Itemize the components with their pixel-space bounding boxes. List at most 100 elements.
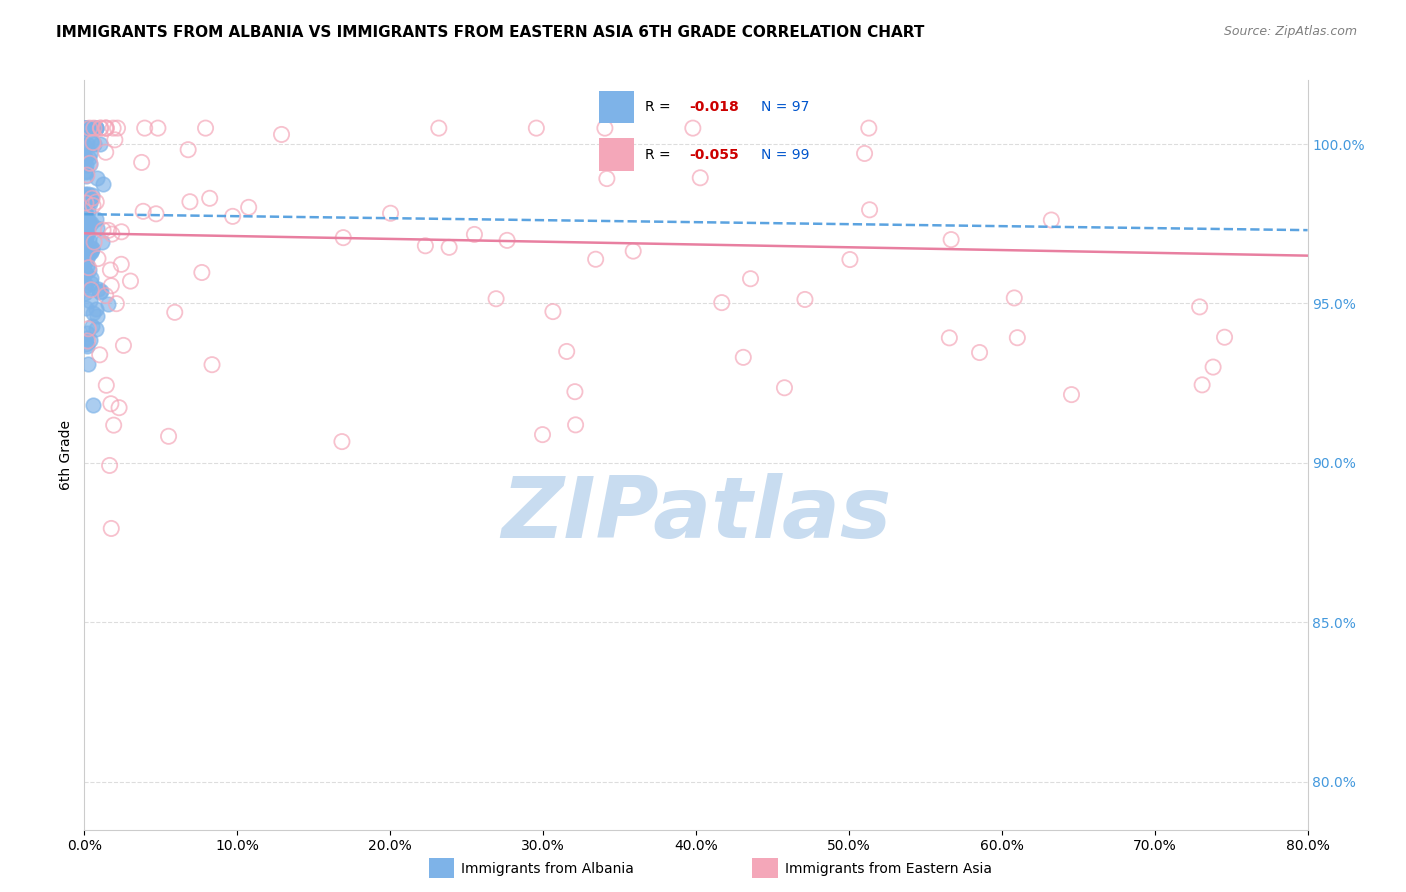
Point — [80, 192, 103, 206]
Point — [76, 326, 98, 340]
Text: R =: R = — [645, 101, 675, 114]
Point — [134, 121, 156, 136]
Point — [75, 266, 97, 280]
Point — [107, 121, 129, 136]
Point — [82, 121, 104, 136]
Point — [76, 193, 98, 207]
Point — [77, 214, 100, 228]
Point — [75, 208, 97, 222]
Point — [621, 244, 644, 259]
Point — [120, 274, 142, 288]
Text: N = 99: N = 99 — [761, 148, 808, 162]
Point — [108, 401, 131, 415]
Point — [75, 121, 97, 136]
Point — [75, 121, 97, 136]
Point — [238, 200, 260, 214]
Point — [76, 339, 98, 353]
Point — [73, 286, 96, 301]
Point — [79, 271, 101, 285]
Point — [270, 128, 292, 142]
Point — [145, 207, 167, 221]
Point — [82, 398, 104, 412]
Point — [76, 121, 98, 136]
Point — [77, 221, 100, 235]
Point — [415, 239, 437, 253]
Point — [75, 196, 97, 211]
Point — [79, 193, 101, 207]
Point — [838, 252, 860, 267]
Point — [437, 240, 460, 254]
Point — [75, 164, 97, 178]
Point — [77, 263, 100, 277]
Point — [100, 278, 122, 293]
Point — [79, 121, 101, 136]
Text: IMMIGRANTS FROM ALBANIA VS IMMIGRANTS FROM EASTERN ASIA 6TH GRADE CORRELATION CH: IMMIGRANTS FROM ALBANIA VS IMMIGRANTS FR… — [56, 25, 925, 40]
Point — [80, 187, 103, 202]
Point — [1007, 331, 1029, 345]
Point — [87, 252, 110, 266]
Point — [938, 331, 960, 345]
Point — [77, 234, 100, 248]
Text: -0.055: -0.055 — [689, 148, 740, 162]
Point — [858, 121, 880, 136]
Point — [75, 139, 97, 153]
Point — [77, 186, 100, 201]
Point — [79, 333, 101, 347]
Point — [90, 284, 112, 298]
Point — [427, 121, 450, 136]
Point — [73, 246, 96, 260]
Point — [76, 259, 98, 273]
Point — [97, 223, 120, 237]
Text: Source: ZipAtlas.com: Source: ZipAtlas.com — [1223, 25, 1357, 38]
Point — [86, 220, 108, 235]
Point — [131, 155, 153, 169]
Point — [91, 178, 114, 192]
Point — [380, 206, 402, 220]
Point — [531, 427, 554, 442]
Point — [91, 235, 114, 250]
Point — [83, 235, 105, 249]
Point — [96, 121, 118, 136]
Point — [103, 418, 125, 433]
Point — [332, 230, 354, 244]
Point — [79, 156, 101, 170]
Point — [98, 458, 121, 473]
Point — [89, 348, 111, 362]
Point — [80, 244, 103, 259]
Point — [110, 225, 132, 239]
Point — [89, 285, 111, 300]
Point — [76, 249, 98, 263]
Point — [75, 337, 97, 351]
Text: N = 97: N = 97 — [761, 101, 808, 114]
Point — [682, 121, 704, 136]
Point — [76, 121, 98, 136]
Point — [94, 145, 117, 160]
Point — [1060, 387, 1083, 401]
Text: Immigrants from Albania: Immigrants from Albania — [461, 862, 634, 876]
Y-axis label: 6th Grade: 6th Grade — [59, 420, 73, 490]
Point — [1040, 213, 1063, 227]
Point — [221, 210, 243, 224]
Point — [100, 263, 122, 277]
Point — [90, 121, 112, 136]
Point — [86, 309, 108, 323]
Point — [710, 295, 733, 310]
Point — [86, 322, 108, 336]
Point — [555, 344, 578, 359]
Point — [858, 202, 880, 217]
Point — [82, 136, 104, 150]
Point — [105, 296, 128, 310]
Point — [94, 121, 117, 136]
Point — [73, 187, 96, 202]
Point — [77, 190, 100, 204]
Point — [80, 277, 103, 291]
Point — [524, 121, 547, 136]
Point — [76, 194, 98, 208]
Point — [75, 169, 97, 184]
Point — [75, 152, 97, 166]
Point — [73, 280, 96, 294]
Point — [733, 351, 755, 365]
Point — [132, 204, 155, 219]
Point — [75, 301, 97, 315]
Point — [740, 271, 762, 285]
